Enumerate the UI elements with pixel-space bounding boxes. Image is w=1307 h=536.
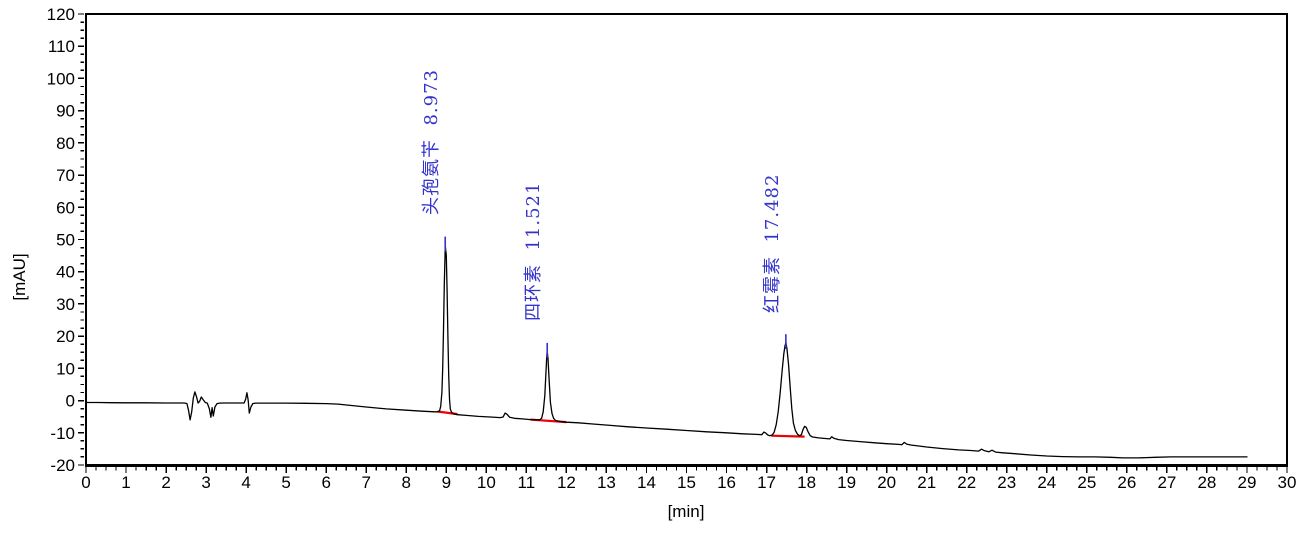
y-axis-title: [mAU] <box>10 253 29 301</box>
svg-text:21: 21 <box>917 473 936 492</box>
svg-text:1: 1 <box>121 473 130 492</box>
svg-text:40: 40 <box>56 263 75 282</box>
svg-text:17: 17 <box>757 473 776 492</box>
svg-text:5: 5 <box>281 473 290 492</box>
svg-text:27: 27 <box>1157 473 1176 492</box>
peak-label-erythromycin: 红霉素 17.482 <box>761 173 783 313</box>
svg-text:15: 15 <box>677 473 696 492</box>
svg-text:10: 10 <box>477 473 496 492</box>
svg-text:11: 11 <box>518 473 536 492</box>
svg-text:120: 120 <box>47 5 75 24</box>
peak-label-tetracycline: 四环素 11.521 <box>523 181 545 322</box>
svg-text:13: 13 <box>597 473 616 492</box>
svg-text:110: 110 <box>48 37 75 56</box>
svg-text:28: 28 <box>1197 473 1216 492</box>
svg-text:70: 70 <box>56 166 75 185</box>
svg-text:12: 12 <box>557 473 576 492</box>
x-axis-title: [min] <box>667 502 705 521</box>
svg-text:22: 22 <box>957 473 976 492</box>
svg-text:6: 6 <box>321 473 330 492</box>
svg-text:100: 100 <box>47 69 75 88</box>
svg-text:14: 14 <box>637 473 656 492</box>
svg-text:20: 20 <box>877 473 896 492</box>
svg-text:20: 20 <box>56 327 75 346</box>
svg-text:-10: -10 <box>50 424 75 443</box>
svg-text:60: 60 <box>56 198 75 217</box>
svg-text:24: 24 <box>1037 473 1056 492</box>
svg-text:23: 23 <box>997 473 1016 492</box>
svg-text:9: 9 <box>442 473 451 492</box>
svg-text:2: 2 <box>161 473 170 492</box>
svg-text:-20: -20 <box>50 456 75 475</box>
svg-text:25: 25 <box>1077 473 1096 492</box>
svg-text:19: 19 <box>837 473 856 492</box>
svg-text:50: 50 <box>56 231 75 250</box>
svg-text:30: 30 <box>56 295 75 314</box>
svg-text:10: 10 <box>56 359 75 378</box>
svg-text:4: 4 <box>241 473 250 492</box>
peak-label-cefalexin: 头孢氨苄 8.973 <box>421 68 443 215</box>
svg-text:8: 8 <box>402 473 411 492</box>
svg-text:18: 18 <box>797 473 816 492</box>
svg-text:29: 29 <box>1238 473 1257 492</box>
svg-text:26: 26 <box>1117 473 1136 492</box>
svg-text:80: 80 <box>56 134 75 153</box>
svg-text:7: 7 <box>361 473 370 492</box>
svg-text:90: 90 <box>56 102 75 121</box>
svg-text:0: 0 <box>66 392 75 411</box>
svg-text:0: 0 <box>81 473 90 492</box>
svg-text:30: 30 <box>1278 473 1297 492</box>
svg-text:3: 3 <box>201 473 210 492</box>
svg-text:16: 16 <box>717 473 736 492</box>
